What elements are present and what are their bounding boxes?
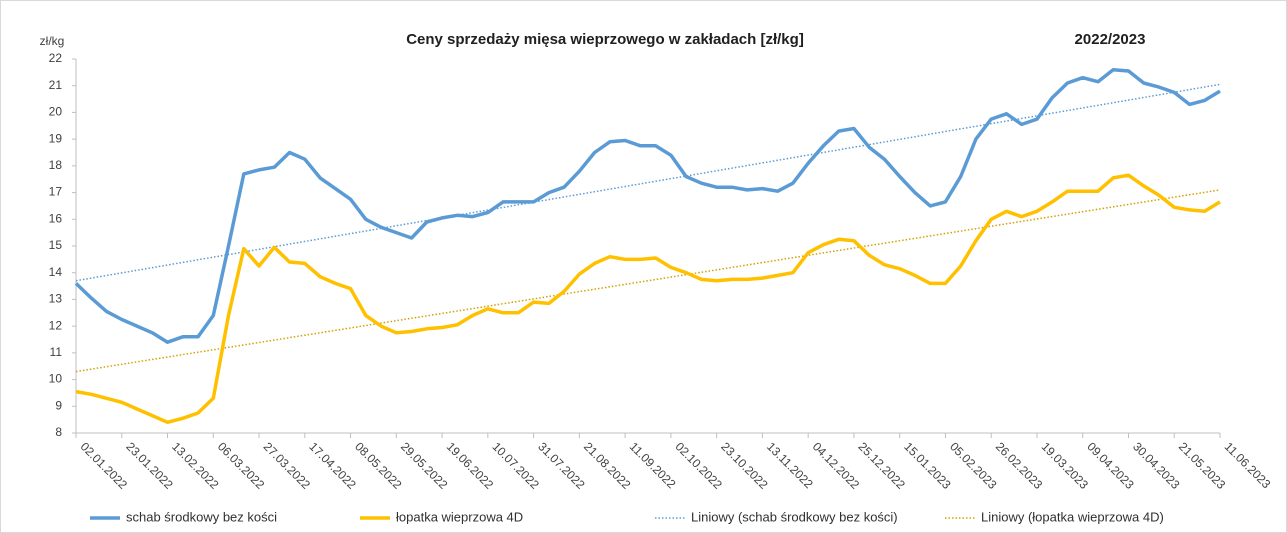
legend-label: Liniowy (łopatka wieprzowa 4D) <box>981 509 1164 524</box>
y-tick-label: 19 <box>49 131 63 145</box>
y-tick-label: 20 <box>49 105 63 119</box>
y-tick-label: 18 <box>49 158 63 172</box>
y-tick-label: 11 <box>50 345 63 359</box>
trend-line <box>75 83 1221 282</box>
y-tick-label: 22 <box>49 51 63 65</box>
y-tick-label: 17 <box>49 185 63 199</box>
y-axis-label: zł/kg <box>40 34 65 48</box>
legend-label: Liniowy (schab środkowy bez kości) <box>691 509 898 524</box>
y-tick-label: 9 <box>55 398 62 412</box>
y-tick-label: 12 <box>49 318 63 332</box>
series-line <box>74 67 1221 344</box>
y-tick-label: 13 <box>49 292 63 306</box>
y-tick-label: 14 <box>49 265 63 279</box>
legend-label: łopatka wieprzowa 4D <box>396 509 523 524</box>
y-tick-label: 8 <box>55 425 62 439</box>
series-line <box>75 173 1221 425</box>
y-tick-label: 16 <box>49 211 63 225</box>
y-tick-label: 10 <box>49 372 63 386</box>
chart-subtitle: 2022/2023 <box>1075 31 1146 48</box>
trend-line <box>75 189 1221 373</box>
y-tick-label: 21 <box>49 78 63 92</box>
y-tick-label: 15 <box>49 238 63 252</box>
legend-label: schab środkowy bez kości <box>126 509 277 524</box>
chart-title: Ceny sprzedaży mięsa wieprzowego w zakła… <box>406 31 804 48</box>
